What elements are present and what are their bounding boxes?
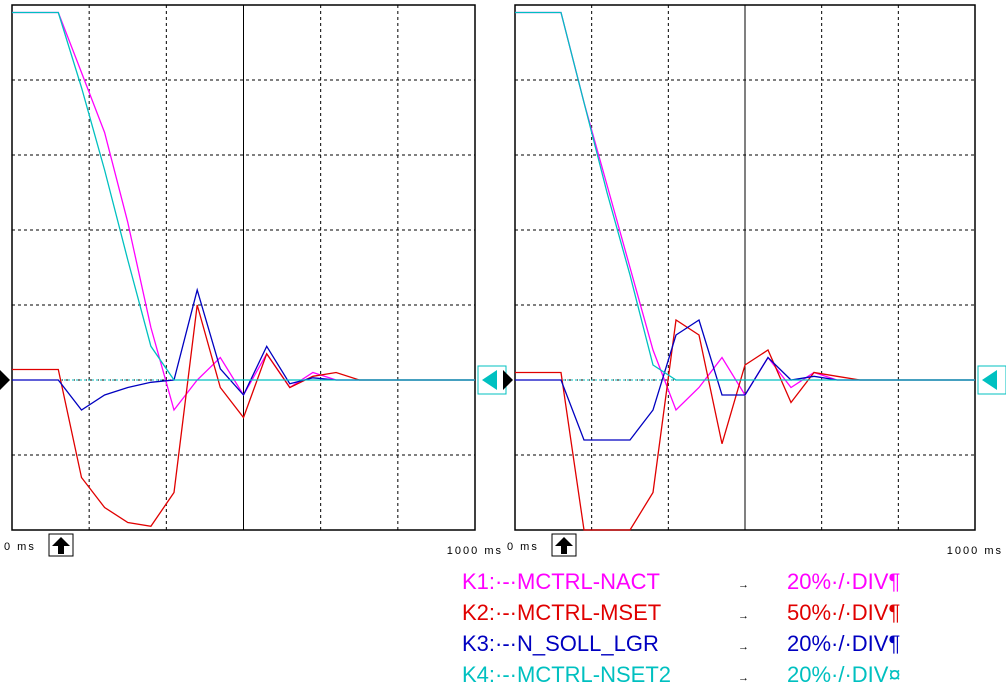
legend-channel: K3:·-·N_SOLL_LGR: [462, 631, 659, 656]
legend-channel: K2:·-·MCTRL-MSET: [462, 600, 661, 625]
legend-arrow: →: [738, 672, 751, 684]
level-marker: [503, 370, 513, 390]
trace: [515, 11, 975, 381]
legend-scale: 20%·/·DIV¤: [787, 662, 901, 687]
level-arrow: [982, 370, 997, 390]
level-arrow: [482, 370, 497, 390]
x-tick-label: 0 ms: [507, 541, 539, 553]
x-tick-label: 0 ms: [4, 541, 36, 553]
plot-frame: [11, 4, 476, 531]
legend-channel: K1:·-·MCTRL-NACT: [462, 569, 660, 594]
plot-frame: [514, 4, 976, 531]
trigger-arrow: [555, 537, 573, 554]
trigger-arrow: [52, 537, 70, 554]
legend-arrow: →: [738, 641, 751, 653]
trace: [12, 11, 475, 381]
legend-scale: 20%·/·DIV¶: [787, 569, 900, 594]
x-tick-label: 1000 ms: [947, 545, 1003, 557]
x-tick-label: 1000 ms: [447, 545, 503, 557]
legend-arrow: →: [738, 610, 751, 622]
legend-arrow: →: [738, 579, 751, 591]
level-marker: [0, 370, 10, 390]
legend-scale: 20%·/·DIV¶: [787, 631, 900, 656]
legend-scale: 50%·/·DIV¶: [787, 600, 900, 625]
legend-channel: K4:·-·MCTRL-NSET2: [462, 662, 671, 687]
